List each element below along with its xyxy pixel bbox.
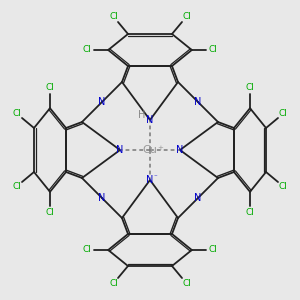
Text: ⁻: ⁻: [153, 174, 157, 180]
Text: Cl: Cl: [208, 245, 217, 254]
Text: Cl: Cl: [246, 208, 254, 217]
Text: Cl: Cl: [83, 245, 92, 254]
Text: Cl: Cl: [279, 182, 288, 191]
Text: H: H: [138, 110, 146, 120]
Text: N: N: [98, 193, 106, 203]
Text: N: N: [98, 97, 106, 107]
Text: Cl: Cl: [279, 109, 288, 118]
Text: Cl: Cl: [246, 83, 254, 92]
Text: Cl: Cl: [109, 279, 118, 288]
Text: Cl: Cl: [208, 46, 217, 55]
Text: Cl: Cl: [83, 46, 92, 55]
Text: Cl: Cl: [46, 83, 54, 92]
Text: Cl: Cl: [12, 182, 21, 191]
Text: Cl: Cl: [109, 12, 118, 21]
Text: Cl: Cl: [182, 279, 191, 288]
Text: +: +: [157, 145, 163, 151]
Text: N: N: [146, 175, 154, 185]
Text: N: N: [116, 145, 124, 155]
Text: N: N: [146, 115, 154, 125]
Text: Cl: Cl: [46, 208, 54, 217]
Text: N: N: [194, 97, 202, 107]
Text: Cu: Cu: [142, 145, 158, 155]
Text: Cl: Cl: [12, 109, 21, 118]
Text: Cl: Cl: [182, 12, 191, 21]
Text: N: N: [194, 193, 202, 203]
Text: N: N: [176, 145, 184, 155]
